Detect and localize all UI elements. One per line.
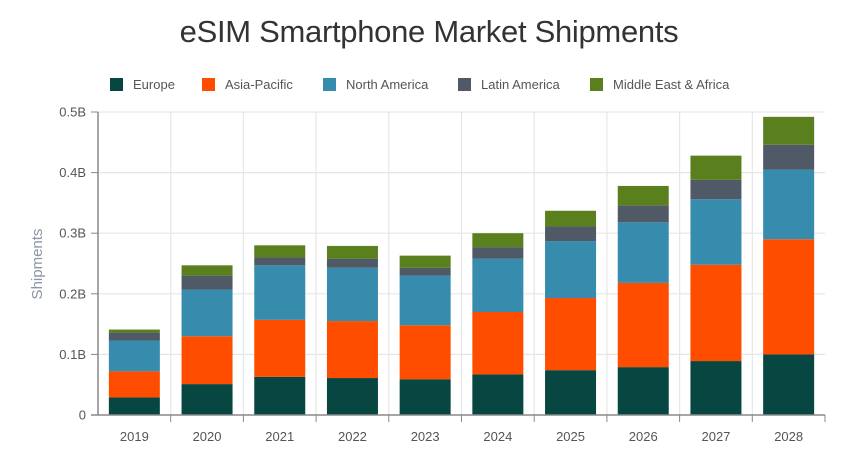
bar-segment-europe-2024[interactable] <box>472 374 524 415</box>
bar-stack-2023 <box>399 255 451 415</box>
x-tick-label: 2027 <box>701 429 730 444</box>
bar-stack-2026 <box>617 185 669 415</box>
bar-segment-latin-america-2024[interactable] <box>472 247 524 259</box>
x-tick-label: 2026 <box>629 429 658 444</box>
bar-segment-north-america-2027[interactable] <box>690 199 742 265</box>
bars <box>108 116 815 415</box>
bar-stack-2028 <box>763 116 815 415</box>
legend-swatch-latin-america <box>458 77 471 91</box>
x-tick-label: 2025 <box>556 429 585 444</box>
bar-segment-asia-pacific-2023[interactable] <box>399 325 451 380</box>
bar-segment-north-america-2019[interactable] <box>108 340 160 372</box>
bar-segment-europe-2019[interactable] <box>108 397 160 415</box>
bar-segment-asia-pacific-2024[interactable] <box>472 311 524 375</box>
bar-segment-latin-america-2021[interactable] <box>254 257 306 266</box>
legend-label: North America <box>346 76 429 92</box>
bar-segment-north-america-2024[interactable] <box>472 258 524 312</box>
bar-segment-middle-east-africa-2028[interactable] <box>763 116 815 145</box>
x-tick-label: 2021 <box>265 429 294 444</box>
bar-segment-latin-america-2025[interactable] <box>545 226 597 242</box>
bar-segment-middle-east-africa-2022[interactable] <box>326 245 378 259</box>
legend-swatch-europe <box>110 77 123 91</box>
bar-segment-asia-pacific-2026[interactable] <box>617 282 669 368</box>
bar-segment-asia-pacific-2027[interactable] <box>690 264 742 362</box>
legend-item-latin-america[interactable]: Latin America <box>458 75 560 93</box>
y-tick-label: 0.4B <box>59 165 86 180</box>
bar-segment-middle-east-africa-2023[interactable] <box>399 255 451 268</box>
y-tick-label: 0 <box>79 408 86 423</box>
y-tick-label: 0.2B <box>59 286 86 301</box>
bar-stack-2025 <box>545 210 597 415</box>
bar-segment-north-america-2022[interactable] <box>326 267 378 322</box>
y-tick-label: 0.1B <box>59 347 86 362</box>
bar-segment-latin-america-2026[interactable] <box>617 205 669 223</box>
bar-segment-north-america-2028[interactable] <box>763 169 815 240</box>
bar-segment-europe-2022[interactable] <box>326 378 378 415</box>
bar-segment-middle-east-africa-2024[interactable] <box>472 233 524 248</box>
bar-segment-europe-2028[interactable] <box>763 354 815 415</box>
bar-segment-asia-pacific-2021[interactable] <box>254 319 306 377</box>
bar-segment-north-america-2021[interactable] <box>254 265 306 320</box>
bar-segment-europe-2026[interactable] <box>617 367 669 415</box>
bar-segment-asia-pacific-2020[interactable] <box>181 336 233 385</box>
y-tick-label: 0.3B <box>59 226 86 241</box>
legend: Europe Asia-Pacific North America Latin … <box>0 75 858 93</box>
bar-segment-asia-pacific-2028[interactable] <box>763 239 815 355</box>
bar-segment-middle-east-africa-2027[interactable] <box>690 155 742 180</box>
legend-label: Middle East & Africa <box>613 76 730 92</box>
axes: 0 0.1B 0.2B 0.3B 0.4B 0.5B 2019 2020 2021 2022 202… <box>59 105 826 444</box>
bar-segment-europe-2020[interactable] <box>181 384 233 415</box>
y-axis-label: Shipments <box>29 229 46 300</box>
bar-stack-2022 <box>326 245 378 415</box>
bar-segment-europe-2027[interactable] <box>690 361 742 415</box>
legend-item-middle-east-africa[interactable]: Middle East & Africa <box>590 75 729 93</box>
legend-swatch-north-america <box>323 77 336 91</box>
bar-segment-north-america-2023[interactable] <box>399 275 451 326</box>
legend-label: Europe <box>133 76 175 92</box>
bar-segment-latin-america-2027[interactable] <box>690 179 742 200</box>
legend-item-europe[interactable]: Europe <box>110 75 175 93</box>
legend-swatch-asia-pacific <box>202 77 215 91</box>
x-tick-label: 2023 <box>411 429 440 444</box>
bar-segment-asia-pacific-2019[interactable] <box>108 371 160 398</box>
bar-segment-latin-america-2020[interactable] <box>181 275 233 290</box>
y-tick-label: 0.5B <box>59 105 86 120</box>
bar-stack-2019 <box>108 329 160 415</box>
x-tick-label: 2024 <box>483 429 512 444</box>
bar-segment-middle-east-africa-2021[interactable] <box>254 245 306 258</box>
bar-stack-2020 <box>181 265 233 415</box>
bar-segment-north-america-2020[interactable] <box>181 289 233 337</box>
x-tick-label: 2022 <box>338 429 367 444</box>
chart-title: eSIM Smartphone Market Shipments <box>179 14 679 49</box>
bar-segment-middle-east-africa-2019[interactable] <box>108 329 160 333</box>
bar-segment-latin-america-2022[interactable] <box>326 258 378 268</box>
legend-swatch-middle-east-africa <box>590 77 603 91</box>
bar-segment-middle-east-africa-2020[interactable] <box>181 265 233 276</box>
bar-segment-europe-2021[interactable] <box>254 376 306 415</box>
bar-segment-europe-2025[interactable] <box>545 370 597 415</box>
x-tick-label: 2019 <box>120 429 149 444</box>
legend-label: Latin America <box>481 76 560 92</box>
bar-segment-middle-east-africa-2025[interactable] <box>545 210 597 227</box>
x-tick-label: 2020 <box>193 429 222 444</box>
bar-segment-latin-america-2028[interactable] <box>763 144 815 170</box>
bar-segment-middle-east-africa-2026[interactable] <box>617 185 669 206</box>
bar-segment-asia-pacific-2022[interactable] <box>326 321 378 379</box>
legend-item-north-america[interactable]: North America <box>323 75 428 93</box>
legend-label: Asia-Pacific <box>225 76 293 92</box>
bar-segment-north-america-2026[interactable] <box>617 222 669 283</box>
bar-segment-europe-2023[interactable] <box>399 379 451 415</box>
bar-segment-latin-america-2023[interactable] <box>399 267 451 276</box>
bar-segment-latin-america-2019[interactable] <box>108 332 160 341</box>
x-tick-label: 2028 <box>774 429 803 444</box>
bar-stack-2024 <box>472 233 524 415</box>
bar-stack-2027 <box>690 155 742 415</box>
bar-segment-asia-pacific-2025[interactable] <box>545 298 597 371</box>
legend-item-asia-pacific[interactable]: Asia-Pacific <box>202 75 293 93</box>
bar-stack-2021 <box>254 245 306 415</box>
bar-segment-north-america-2025[interactable] <box>545 241 597 299</box>
